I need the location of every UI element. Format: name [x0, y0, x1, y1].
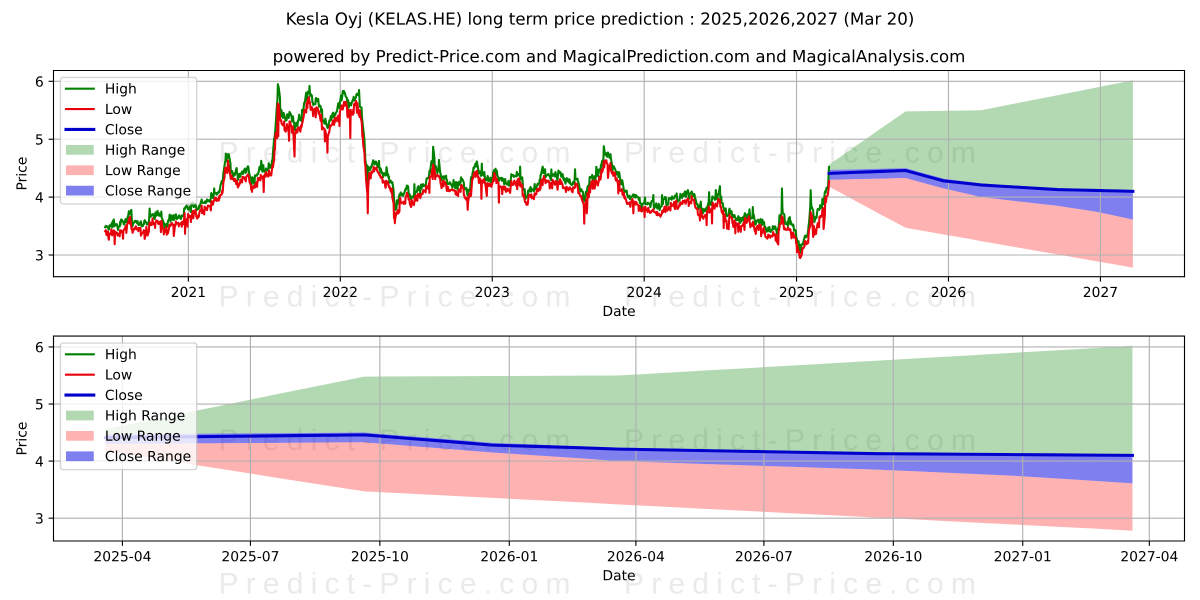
- svg-text:Predict-Price.com: Predict-Price.com: [624, 568, 983, 600]
- svg-text:Predict-Price.com: Predict-Price.com: [219, 137, 578, 170]
- svg-text:Predict-Price.com: Predict-Price.com: [219, 280, 578, 313]
- svg-text:Predict-Price.com: Predict-Price.com: [219, 568, 578, 600]
